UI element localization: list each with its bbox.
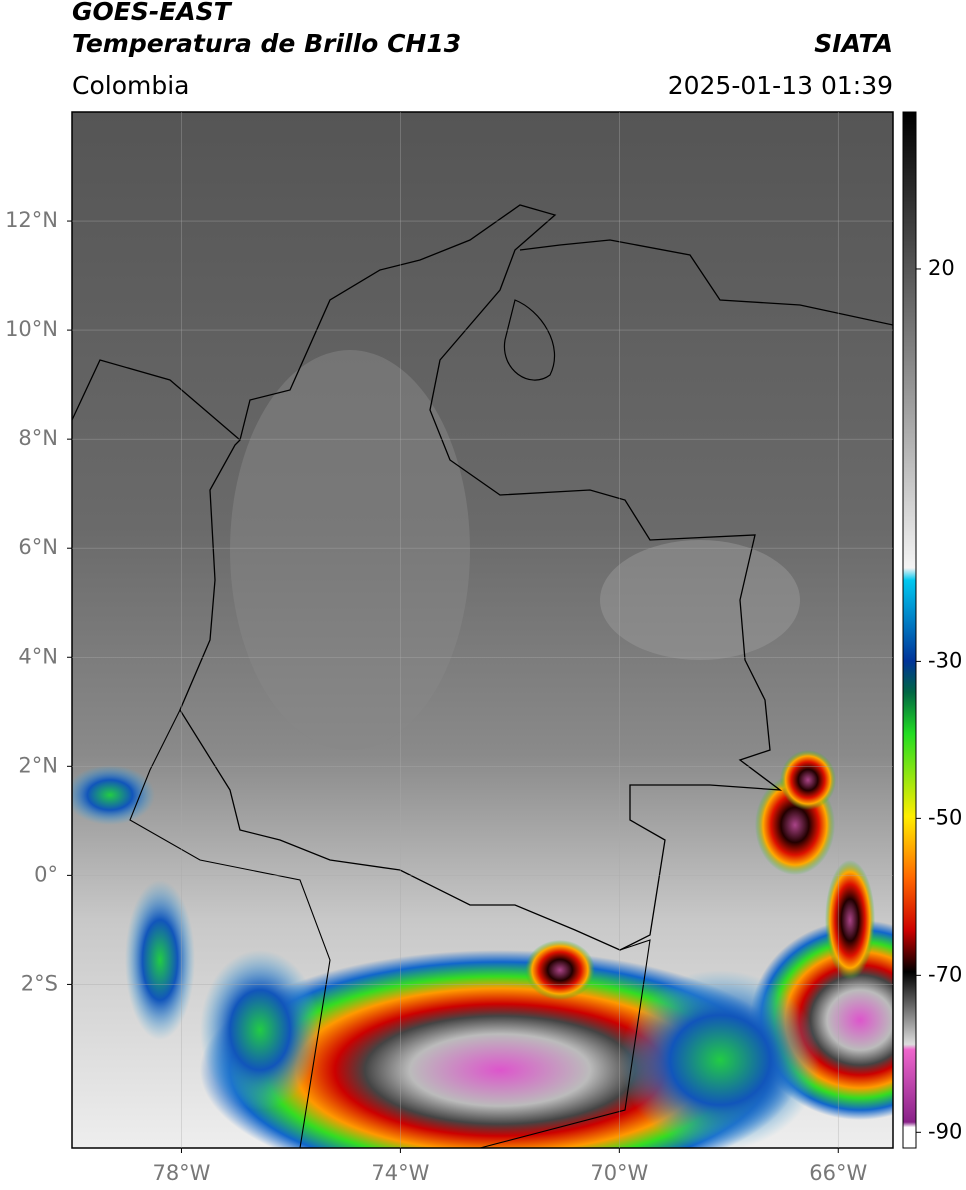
- y-tick-label: 2°S: [21, 971, 58, 995]
- colorbar-tick-label: -70: [928, 962, 962, 986]
- map-frame: [71, 111, 894, 1149]
- satellite-image: [72, 112, 893, 1148]
- y-tick-label: 12°N: [5, 208, 58, 232]
- x-tick-label: 70°W: [590, 1161, 648, 1185]
- subtitle: Temperatura de Brillo CH13: [72, 29, 461, 58]
- y-tick-label: 2°N: [18, 753, 58, 777]
- source: SIATA: [814, 29, 893, 58]
- colorbar-tick-label: -50: [928, 805, 962, 829]
- timestamp: 2025-01-13 01:39: [668, 71, 893, 100]
- region: Colombia: [72, 71, 189, 100]
- colorbar-tick-label: 20: [928, 256, 955, 280]
- y-tick-label: 8°N: [18, 426, 58, 450]
- x-tick-label: 78°W: [152, 1161, 210, 1185]
- colorbar-tick-label: -30: [928, 648, 962, 672]
- x-tick-label: 66°W: [809, 1161, 867, 1185]
- y-tick-label: 0°: [34, 862, 58, 886]
- y-tick-label: 10°N: [5, 317, 58, 341]
- colorbar: [902, 111, 917, 1149]
- y-tick-label: 6°N: [18, 535, 58, 559]
- title: GOES-EAST: [72, 0, 233, 26]
- x-tick-label: 74°W: [371, 1161, 429, 1185]
- colorbar-tick-label: -90: [928, 1119, 962, 1143]
- y-tick-label: 4°N: [18, 644, 58, 668]
